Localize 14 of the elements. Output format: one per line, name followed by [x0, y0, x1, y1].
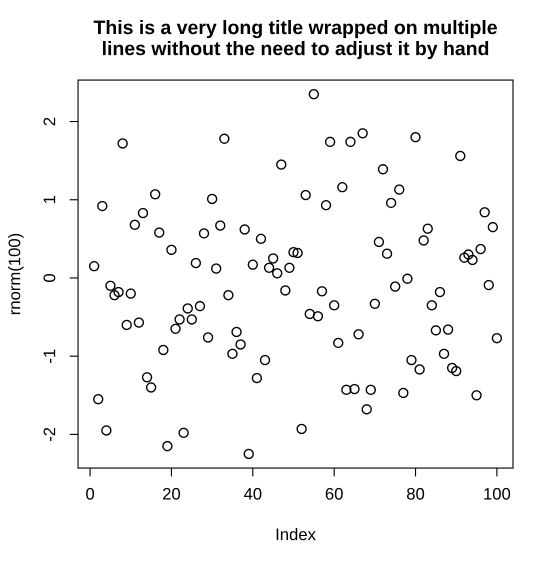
y-tick-label: 2: [44, 118, 56, 126]
x-tick-label: 0: [86, 488, 94, 500]
x-tick-label: 100: [484, 488, 510, 500]
y-tick-label: -1: [44, 350, 56, 363]
x-tick-label: 40: [244, 488, 262, 500]
y-axis-title: rnorm(100): [8, 234, 24, 314]
y-tick-label: 1: [44, 196, 56, 204]
y-tick-label: 0: [44, 274, 56, 282]
chart-title: This is a very long title wrapped on multiple lines without the need to adjust it by hand: [94, 20, 497, 60]
x-tick-label: 60: [326, 488, 343, 500]
x-tick-label: 20: [163, 488, 180, 500]
y-tick-label: -2: [44, 428, 56, 442]
x-tick-label: 80: [406, 488, 424, 500]
x-axis-title: Index: [276, 528, 316, 540]
